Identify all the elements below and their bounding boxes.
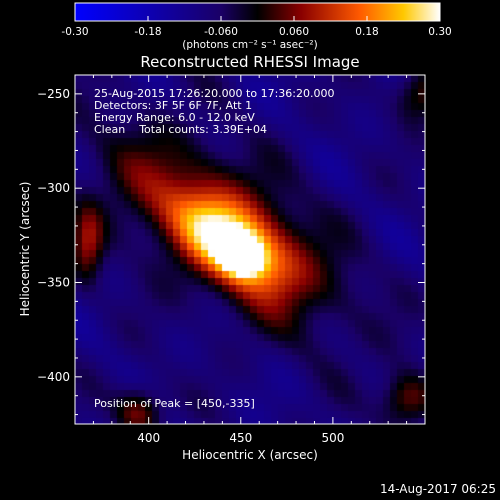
x-tick-label: 450 bbox=[229, 431, 252, 445]
y-tick-label: −400 bbox=[37, 370, 70, 384]
y-tick-label: −300 bbox=[37, 181, 70, 195]
colorbar-gradient bbox=[74, 2, 441, 22]
y-tick-label: −250 bbox=[37, 87, 70, 101]
x-axis-label: Heliocentric X (arcsec) bbox=[182, 448, 318, 462]
colorbar-tick-label: 0.30 bbox=[428, 26, 451, 38]
footer-timestamp: 14-Aug-2017 06:25 bbox=[379, 482, 496, 496]
x-tick-label: 500 bbox=[321, 431, 344, 445]
colorbar-tick-label: -0.18 bbox=[134, 26, 161, 38]
heatmap-image bbox=[75, 75, 425, 424]
annotation-energy-range: Energy Range: 6.0 - 12.0 keV bbox=[94, 111, 255, 124]
colorbar-tick-label: 0.18 bbox=[355, 26, 378, 38]
annotation-clean-counts: Clean Total counts: 3.39E+04 bbox=[94, 123, 268, 136]
y-axis-label: Heliocentric Y (arcsec) bbox=[18, 181, 32, 317]
colorbar-tick-label: -0.060 bbox=[204, 26, 238, 38]
chart-title: Reconstructed RHESSI Image bbox=[140, 53, 360, 71]
colorbar-tick-label: -0.30 bbox=[61, 26, 88, 38]
x-tick-label: 400 bbox=[137, 431, 160, 445]
colorbar: -0.30 -0.18 -0.060 0.060 0.18 0.30 bbox=[61, 2, 452, 38]
peak-position-text: Position of Peak = [450,-335] bbox=[94, 397, 255, 410]
plot-frame bbox=[74, 74, 426, 425]
annotation-detectors: Detectors: 3F 5F 6F 7F, Att 1 bbox=[94, 99, 253, 112]
annotation-time-range: 25-Aug-2015 17:26:20.000 to 17:36:20.000 bbox=[94, 87, 335, 100]
y-tick-label: −350 bbox=[37, 276, 70, 290]
colorbar-tick-label: 0.060 bbox=[279, 26, 309, 38]
colorbar-label: (photons cm⁻² s⁻¹ asec⁻²) bbox=[182, 39, 318, 51]
